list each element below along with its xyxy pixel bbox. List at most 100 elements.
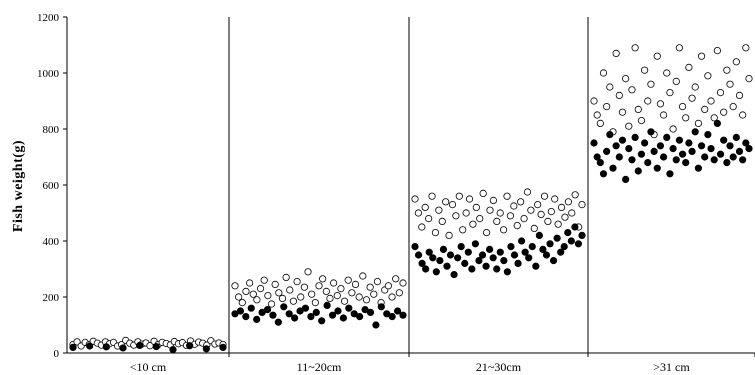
open-point — [438, 217, 446, 225]
filled-point — [443, 262, 451, 270]
filled-point — [242, 312, 250, 321]
open-point — [267, 300, 276, 308]
filled-point — [678, 150, 687, 158]
filled-point — [446, 251, 455, 259]
open-point — [578, 201, 586, 209]
y-tick-label: 1000 — [37, 68, 60, 80]
filled-point — [739, 156, 747, 164]
filled-point — [596, 159, 604, 167]
filled-point — [500, 256, 508, 265]
open-point — [425, 215, 433, 223]
filled-point — [593, 153, 601, 161]
filled-point — [291, 314, 299, 322]
open-point — [547, 208, 555, 216]
filled-point — [546, 240, 554, 248]
filled-point — [432, 268, 440, 276]
open-point — [618, 108, 627, 116]
filled-point — [571, 223, 579, 231]
filled-point — [567, 237, 575, 245]
open-point — [666, 89, 674, 97]
open-point — [373, 277, 382, 286]
filled-point — [263, 305, 272, 314]
filled-point — [307, 312, 315, 321]
filled-point — [345, 304, 353, 312]
open-point — [428, 192, 436, 200]
open-point — [745, 75, 753, 83]
filled-point — [478, 251, 487, 259]
filled-point — [247, 304, 255, 312]
y-tick-label: 800 — [43, 124, 60, 136]
open-point — [523, 188, 532, 196]
open-point — [669, 125, 677, 133]
open-point — [503, 192, 511, 200]
open-point — [333, 291, 341, 300]
open-point — [435, 206, 443, 214]
open-point — [297, 293, 305, 301]
y-tick-label: 600 — [43, 180, 60, 192]
filled-point — [454, 254, 462, 262]
filled-point — [716, 150, 725, 158]
open-point — [293, 277, 301, 286]
open-point — [612, 49, 620, 58]
filled-point — [663, 133, 671, 141]
filled-point — [486, 245, 494, 253]
filled-point — [269, 311, 277, 319]
open-point — [599, 69, 608, 77]
open-point — [641, 66, 649, 74]
open-point — [264, 291, 272, 300]
filled-point — [742, 139, 750, 147]
filled-point — [411, 243, 419, 251]
category-label: 11~20cm — [297, 360, 342, 374]
filled-point — [436, 256, 444, 265]
open-point — [246, 279, 254, 287]
open-point — [418, 223, 426, 231]
open-point — [278, 294, 287, 302]
filled-point — [136, 341, 144, 350]
filled-point — [328, 311, 337, 319]
open-point — [275, 289, 283, 297]
filled-point — [707, 145, 715, 153]
filled-point — [669, 145, 677, 153]
open-point — [455, 192, 463, 200]
open-point — [322, 287, 330, 295]
open-point — [513, 222, 521, 230]
open-point — [340, 297, 349, 305]
filled-point — [735, 147, 744, 155]
filled-point — [318, 317, 326, 325]
open-point — [653, 52, 661, 60]
open-point — [694, 119, 702, 128]
filled-point — [339, 314, 347, 322]
open-point — [561, 213, 569, 221]
open-point — [469, 220, 477, 228]
open-point — [663, 69, 671, 77]
filled-point — [675, 136, 684, 144]
open-point — [300, 283, 308, 291]
filled-point — [372, 321, 380, 329]
open-point — [530, 224, 538, 232]
filled-point — [701, 153, 709, 161]
open-point — [615, 91, 623, 100]
filled-point — [574, 240, 583, 248]
filled-point — [202, 345, 210, 353]
open-point — [517, 198, 525, 206]
open-point — [500, 226, 508, 234]
filled-point — [641, 139, 649, 147]
open-point — [462, 209, 470, 217]
filled-point — [606, 131, 614, 139]
open-point — [742, 44, 750, 52]
open-point — [625, 122, 633, 130]
open-point — [392, 275, 400, 283]
open-point — [622, 75, 630, 83]
filled-point — [503, 268, 511, 276]
filled-point — [280, 303, 288, 311]
y-tick-label: 200 — [43, 292, 60, 304]
filled-point — [377, 303, 385, 311]
filled-point — [653, 164, 661, 172]
open-point — [384, 282, 392, 290]
category-label: 21~30cm — [476, 360, 522, 374]
filled-point — [625, 145, 633, 153]
filled-point — [612, 142, 620, 150]
open-point — [720, 108, 728, 116]
open-point — [326, 294, 334, 302]
